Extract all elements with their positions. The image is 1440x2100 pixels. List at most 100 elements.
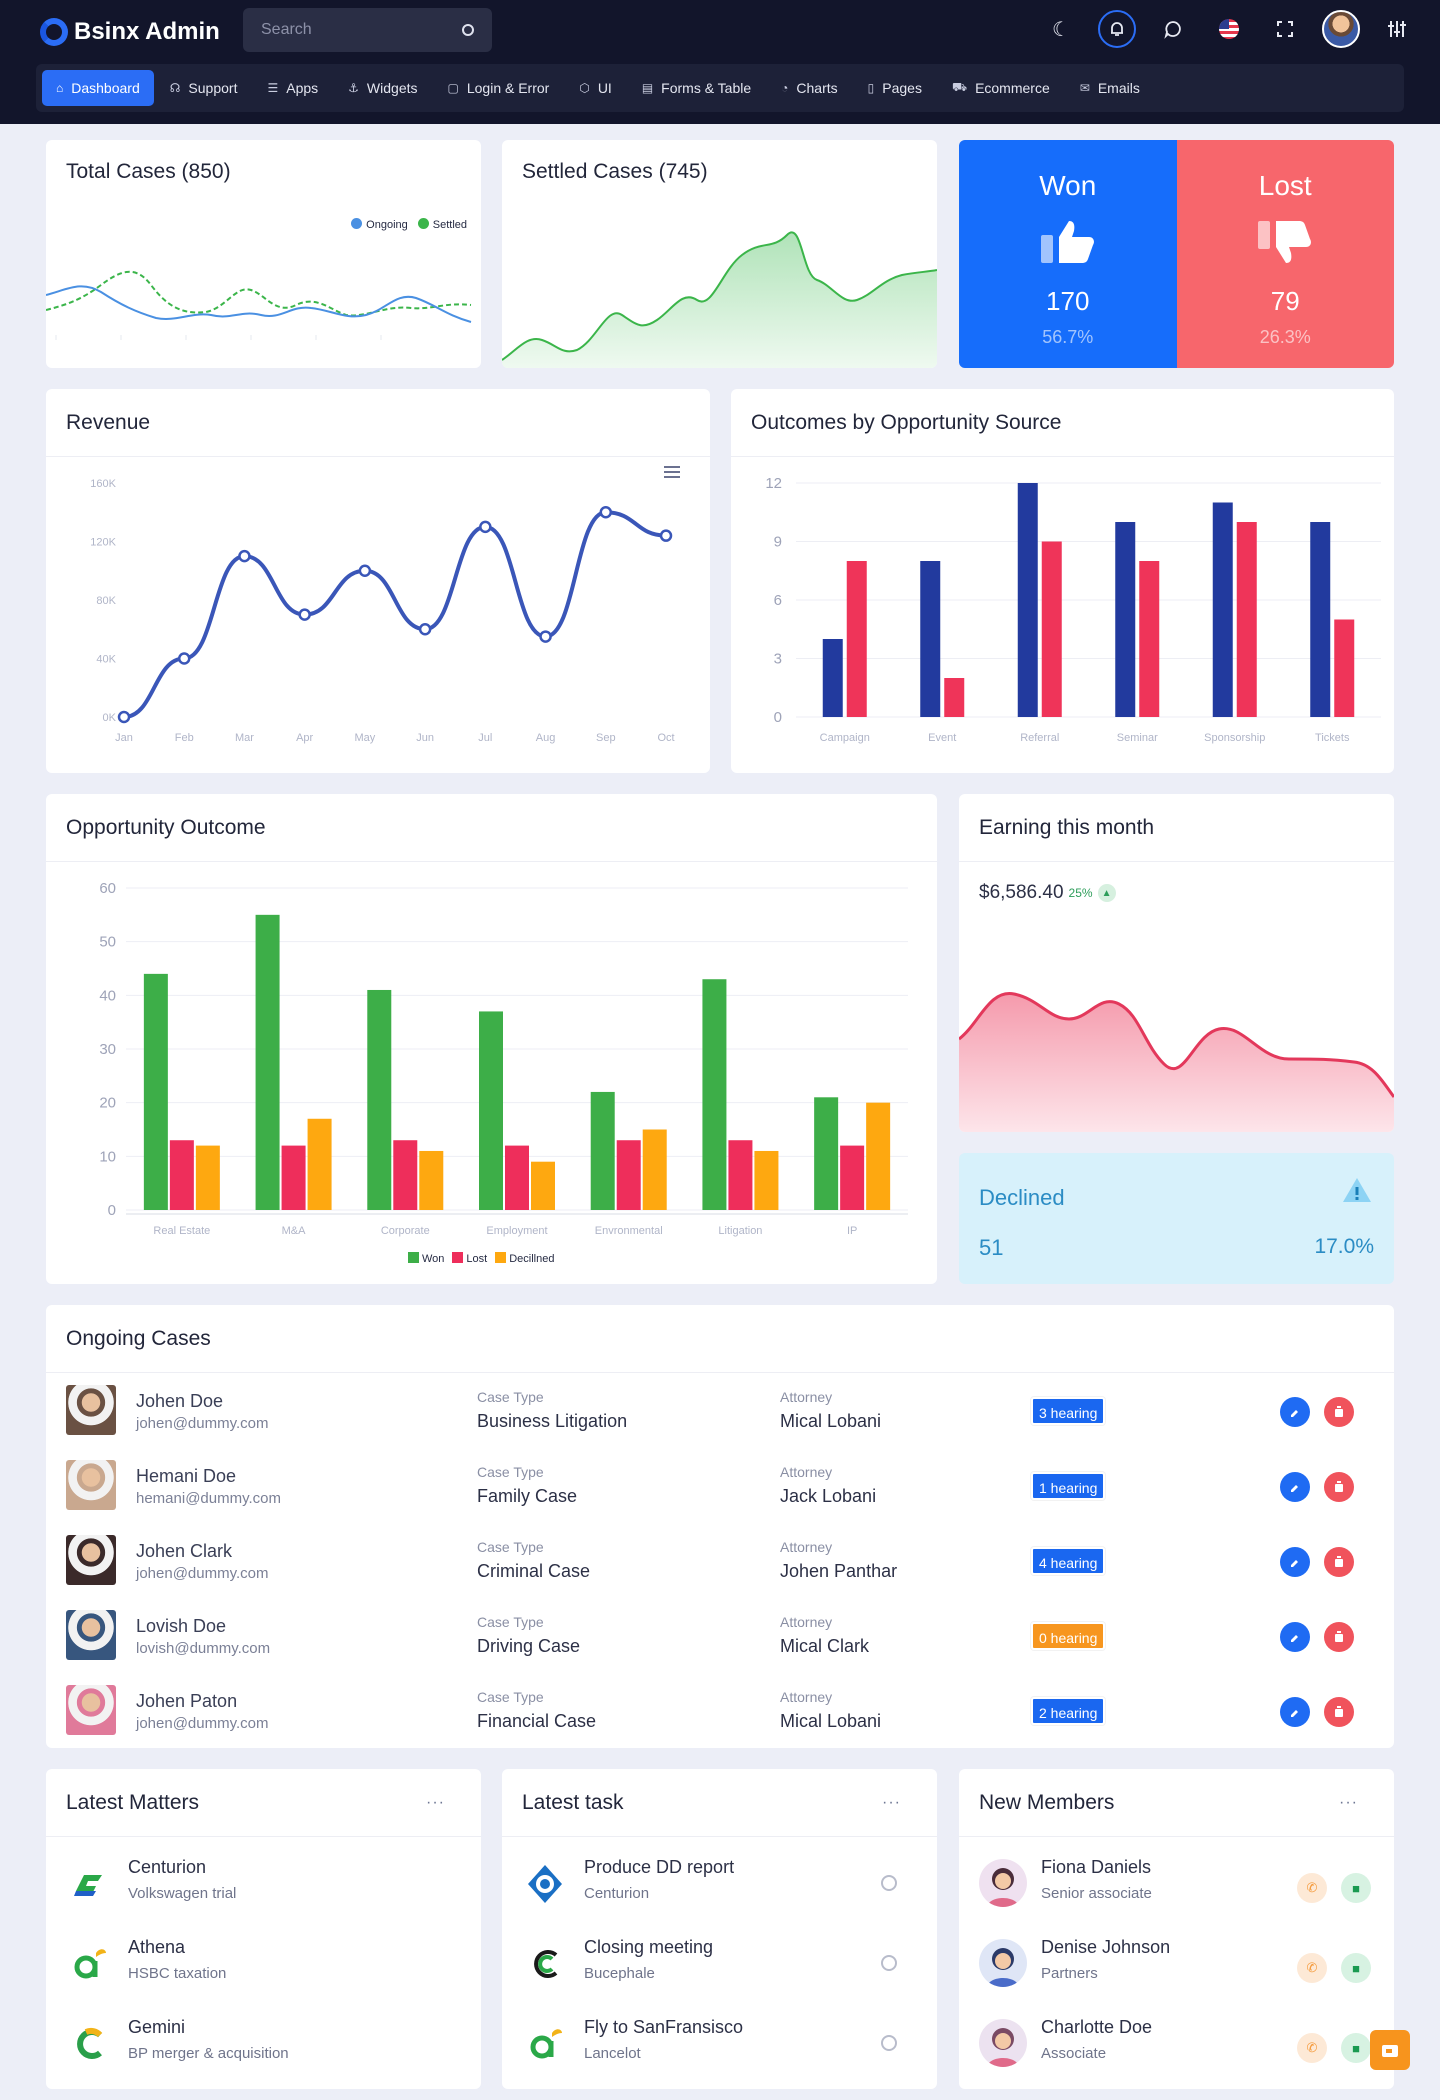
lost-panel[interactable]: Lost 79 26.3% — [1176, 140, 1394, 368]
outcome-decillned-bar[interactable] — [866, 1102, 891, 1210]
outcome-bar[interactable] — [1139, 561, 1160, 717]
task-complete-radio[interactable] — [881, 1875, 897, 1891]
revenue-point[interactable] — [539, 630, 552, 643]
chat-icon[interactable] — [1154, 10, 1192, 48]
delete-button[interactable] — [1324, 1472, 1354, 1502]
nav-item-charts[interactable]: ◔ Charts — [767, 70, 851, 106]
more-menu-icon[interactable]: ··· — [1339, 1793, 1358, 1811]
outcome-bar[interactable] — [846, 561, 867, 717]
outcome-lost-bar[interactable] — [393, 1140, 418, 1210]
outcome-lost-bar[interactable] — [505, 1145, 529, 1210]
nav-item-ecommerce[interactable]: ⛟ Ecommerce — [938, 70, 1064, 106]
task-title[interactable]: Fly to SanFransisco — [584, 2017, 744, 2037]
legend-settled[interactable]: Settled — [417, 218, 467, 231]
nav-item-login-error[interactable]: ▢ Login & Error — [434, 70, 564, 106]
client-name[interactable]: Johen Clark — [136, 1541, 233, 1561]
edit-button[interactable] — [1280, 1472, 1310, 1502]
revenue-point[interactable] — [659, 529, 673, 542]
matter-title[interactable]: Athena — [128, 1937, 186, 1957]
app-logo[interactable]: Bsinx Admin — [40, 16, 220, 48]
outcome-won-bar[interactable] — [255, 914, 280, 1210]
more-menu-icon[interactable]: ··· — [882, 1793, 901, 1811]
outcome-lost-bar[interactable] — [616, 1140, 641, 1210]
outcome-bar[interactable] — [1041, 541, 1062, 718]
revenue-point[interactable] — [358, 564, 372, 577]
outcome-bar[interactable] — [822, 639, 843, 717]
nav-item-support[interactable]: ☊ Support — [156, 70, 252, 106]
outcome-bar[interactable] — [920, 561, 941, 717]
revenue-point[interactable] — [599, 506, 613, 519]
outcome-bar[interactable] — [1310, 522, 1331, 717]
task-item[interactable]: Closing meeting Bucephale — [522, 1929, 897, 1999]
fullscreen-icon[interactable] — [1266, 10, 1304, 48]
call-button[interactable]: ✆ — [1297, 1873, 1327, 1903]
nav-item-pages[interactable]: ▯ Pages — [854, 70, 936, 106]
legend-declined[interactable]: Decillned — [495, 1252, 554, 1265]
outcome-bar[interactable] — [944, 678, 965, 717]
outcome-bar[interactable] — [1115, 522, 1136, 717]
member-item[interactable]: Denise Johnson Partners ✆ ■ — [979, 1929, 1371, 1999]
task-complete-radio[interactable] — [881, 2035, 897, 2051]
delete-button[interactable] — [1324, 1622, 1354, 1652]
delete-button[interactable] — [1324, 1397, 1354, 1427]
task-complete-radio[interactable] — [881, 1955, 897, 1971]
outcome-won-bar[interactable] — [702, 979, 727, 1210]
member-item[interactable]: Fiona Daniels Senior associate ✆ ■ — [979, 1849, 1371, 1919]
floating-action-button[interactable] — [1370, 2030, 1410, 2070]
outcome-won-bar[interactable] — [590, 1091, 615, 1210]
outcome-decillned-bar[interactable] — [531, 1161, 555, 1210]
outcome-lost-bar[interactable] — [169, 1140, 194, 1210]
search-input[interactable]: Search — [243, 8, 492, 52]
legend-ongoing[interactable]: Ongoing — [351, 218, 408, 231]
member-name[interactable]: Charlotte Doe — [1041, 2017, 1153, 2037]
outcome-decillned-bar[interactable] — [419, 1150, 444, 1210]
outcome-bar[interactable] — [1212, 502, 1233, 718]
client-name[interactable]: Hemani Doe — [136, 1466, 237, 1486]
declined-card[interactable]: Declined 51 17.0% — [959, 1153, 1394, 1284]
revenue-point[interactable] — [298, 608, 311, 621]
nav-item-ui[interactable]: ⬡ UI — [565, 70, 625, 106]
search-icon[interactable] — [462, 24, 474, 36]
outcome-lost-bar[interactable] — [840, 1145, 865, 1210]
won-panel[interactable]: Won 170 56.7% — [959, 140, 1177, 368]
member-item[interactable]: Charlotte Doe Associate ✆ ■ — [979, 2009, 1371, 2079]
edit-button[interactable] — [1280, 1697, 1310, 1727]
more-menu-icon[interactable]: ··· — [426, 1793, 445, 1811]
edit-button[interactable] — [1280, 1397, 1310, 1427]
message-button[interactable]: ■ — [1341, 1873, 1371, 1903]
nav-item-forms-table[interactable]: ▤ Forms & Table — [628, 70, 765, 106]
matter-title[interactable]: Centurion — [128, 1857, 207, 1877]
language-flag-icon[interactable] — [1210, 10, 1248, 48]
legend-lost[interactable]: Lost — [452, 1252, 487, 1265]
revenue-point[interactable] — [177, 652, 191, 665]
outcome-won-bar[interactable] — [814, 1097, 839, 1210]
legend-won[interactable]: Won — [408, 1252, 444, 1265]
call-button[interactable]: ✆ — [1297, 1953, 1327, 1983]
user-avatar[interactable] — [1322, 10, 1360, 48]
delete-button[interactable] — [1324, 1697, 1354, 1727]
edit-button[interactable] — [1280, 1547, 1310, 1577]
member-name[interactable]: Fiona Daniels — [1041, 1857, 1152, 1877]
member-name[interactable]: Denise Johnson — [1041, 1937, 1171, 1957]
nav-item-apps[interactable]: ☰ Apps — [253, 70, 332, 106]
nav-item-emails[interactable]: ✉ Emails — [1066, 70, 1154, 106]
outcome-bar[interactable] — [1334, 619, 1355, 718]
settings-sliders-icon[interactable] — [1378, 10, 1416, 48]
client-name[interactable]: Johen Paton — [136, 1691, 238, 1711]
matter-item[interactable]: Athena HSBC taxation — [66, 1929, 466, 1999]
message-button[interactable]: ■ — [1341, 2033, 1371, 2063]
nav-item-dashboard[interactable]: ⌂ Dashboard — [42, 70, 154, 106]
matter-item[interactable]: Gemini BP merger & acquisition — [66, 2009, 466, 2079]
outcome-won-bar[interactable] — [143, 973, 168, 1210]
outcome-decillned-bar[interactable] — [307, 1118, 332, 1210]
chart-menu-icon[interactable] — [664, 463, 680, 481]
delete-button[interactable] — [1324, 1547, 1354, 1577]
outcome-bar[interactable] — [1017, 483, 1038, 717]
outcome-decillned-bar[interactable] — [754, 1150, 779, 1210]
edit-button[interactable] — [1280, 1622, 1310, 1652]
revenue-point[interactable] — [238, 549, 251, 563]
revenue-point[interactable] — [117, 710, 131, 724]
matter-item[interactable]: Centurion Volkswagen trial — [66, 1849, 466, 1919]
outcome-won-bar[interactable] — [367, 989, 392, 1210]
outcome-bar[interactable] — [1236, 522, 1257, 717]
